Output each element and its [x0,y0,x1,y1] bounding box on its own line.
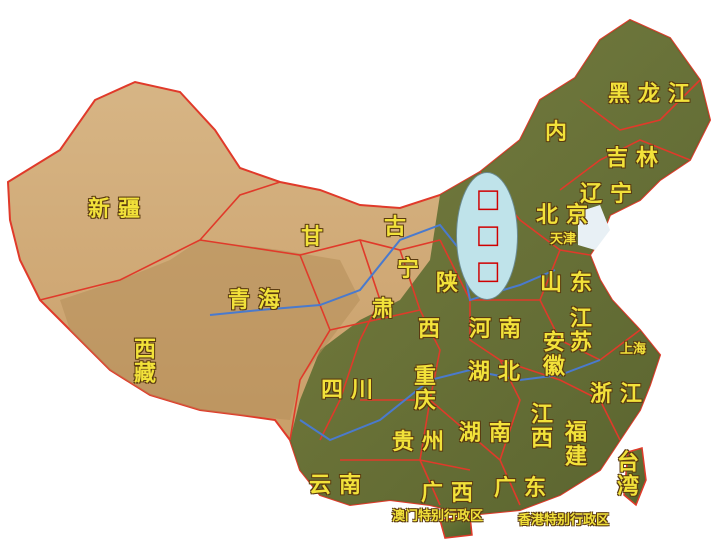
plateau-area [60,240,360,420]
province-label-shaanxi-2: 西 [418,317,449,342]
province-label-qinghai: 青海 [228,288,289,313]
province-label-shandong: 山东 [540,271,601,296]
province-label-tianjin: 天津 [550,232,577,247]
oval-char-2: □ [475,220,501,250]
province-label-beijing: 北京 [536,203,597,228]
province-label-neimenggu-1: 内 [545,120,576,145]
province-label-heilongjiang: 黑龙江 [608,82,699,107]
province-label-shanghai: 上海 [620,342,647,357]
province-borders [39,79,701,506]
province-label-gansu-2: 肃 [372,297,403,322]
province-label-henan: 河南 [469,317,530,342]
province-label-liaoning: 辽宁 [580,182,641,207]
hainan-island [439,515,473,539]
province-label-taiwan: 台湾 [613,450,638,498]
oval-char-1: □ [475,184,501,214]
province-label-guizhou: 贵州 [392,430,453,455]
oval-char-3: □ [475,256,501,286]
province-label-jilin: 吉林 [606,146,667,171]
province-label-guangxi: 广西 [421,481,482,506]
province-label-macau: 澳门特别行政区 [392,509,484,524]
province-label-hongkong: 香港特别行政区 [518,513,610,528]
province-label-shaanxi-1: 陕 [436,271,467,296]
province-label-guangdong: 广东 [494,476,555,501]
oval-text: □ □ □ [457,181,519,289]
province-label-anhui: 安徽 [539,330,564,378]
province-label-gansu-1: 甘 [301,225,332,250]
province-label-hunan: 湖南 [459,421,520,446]
province-label-xinjiang: 新疆 [88,197,149,222]
taiwan-island [623,447,647,507]
bohai-sea [578,205,610,250]
province-label-jiangxi: 江西 [527,402,552,450]
province-label-zhejiang: 浙江 [590,382,651,407]
province-label-fujian: 福建 [561,420,586,468]
province-label-jiangsu: 江苏 [566,306,591,354]
province-label-yunnan: 云南 [309,473,370,498]
province-label-xizang: 西藏 [130,337,155,385]
province-label-chongqing: 重庆 [410,364,435,412]
province-label-ningxia: 宁 [397,257,428,282]
highlight-oval: □ □ □ [456,172,518,300]
province-label-sichuan: 四川 [321,378,382,403]
province-label-neimenggu-2: 古 [384,215,415,240]
province-label-hubei: 湖北 [468,360,529,385]
